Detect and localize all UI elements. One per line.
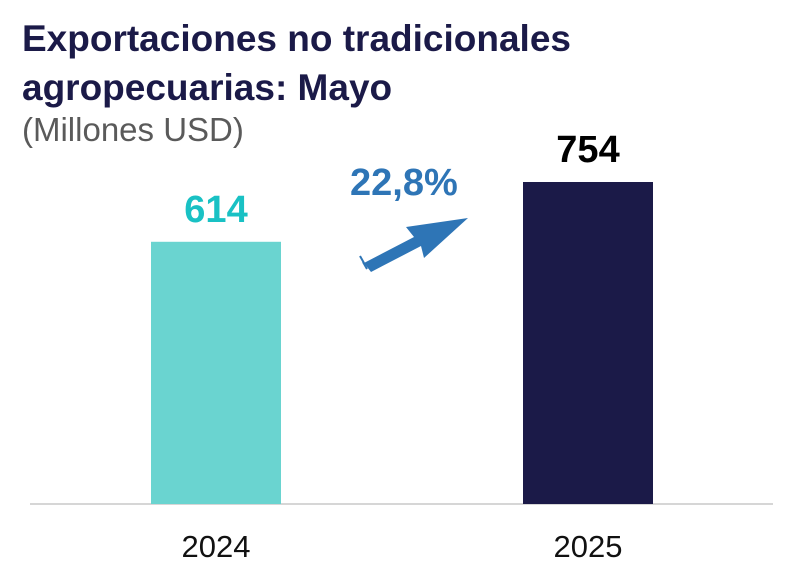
value-label-2025: 754 — [556, 129, 619, 171]
x-tick-label-2025: 2025 — [554, 529, 623, 564]
bar-2024 — [151, 241, 281, 505]
title-line-2: agropecuarias: Mayo — [22, 67, 393, 108]
chart-subtitle: (Millones USD) — [22, 111, 244, 148]
title-line-1: Exportaciones no tradicionales — [22, 18, 571, 59]
growth-arrow-icon — [359, 218, 468, 272]
value-label-2024: 614 — [184, 189, 247, 231]
x-tick-label-2024: 2024 — [182, 529, 251, 564]
bar-2025 — [523, 182, 653, 504]
chart-title: Exportaciones no tradicionales agropecua… — [22, 14, 571, 112]
bars-group: 614 2024 754 2025 — [151, 129, 653, 564]
growth-percentage-label: 22,8% — [350, 162, 458, 204]
